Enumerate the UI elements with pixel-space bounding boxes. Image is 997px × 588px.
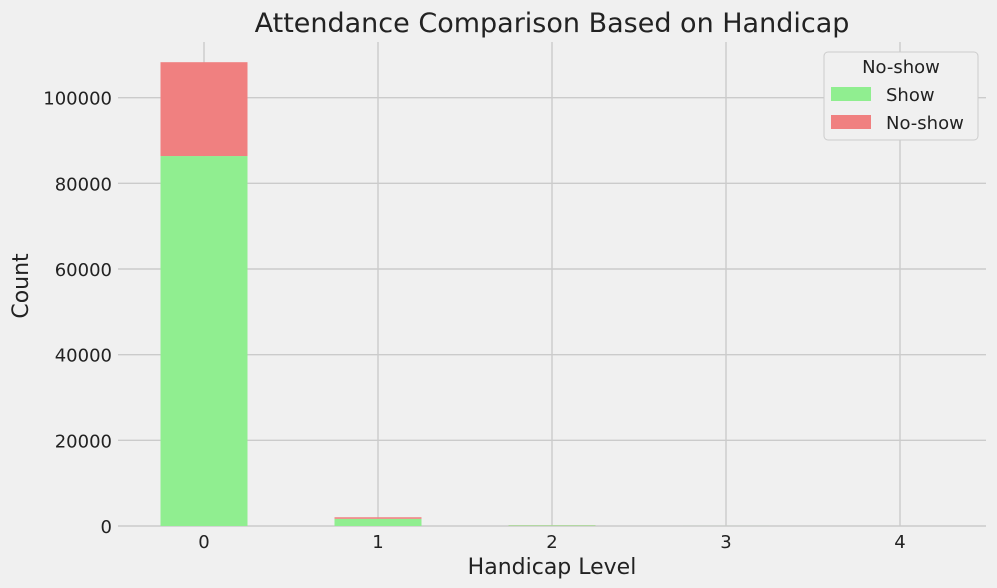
legend-label-show: Show bbox=[886, 85, 935, 106]
x-tick-label: 0 bbox=[198, 532, 209, 553]
x-tick-label: 4 bbox=[894, 532, 905, 553]
y-tick-label: 40000 bbox=[55, 346, 112, 367]
x-tick-label: 1 bbox=[372, 532, 383, 553]
y-tick-label: 60000 bbox=[55, 260, 112, 281]
x-tick-label: 3 bbox=[720, 532, 731, 553]
legend-label-no-show: No-show bbox=[886, 113, 964, 134]
legend-swatch-show bbox=[831, 87, 871, 101]
y-tick-label: 100000 bbox=[43, 89, 112, 110]
grid-layer bbox=[118, 42, 986, 527]
x-tick-label: 2 bbox=[546, 532, 557, 553]
bar-no-show-0 bbox=[160, 62, 248, 157]
legend: No-show Show No-show bbox=[823, 51, 979, 141]
bar-show-2 bbox=[508, 525, 596, 526]
bar-no-show-1 bbox=[334, 517, 422, 519]
chart-title: Attendance Comparison Based on Handicap bbox=[255, 8, 850, 39]
x-axis-label: Handicap Level bbox=[468, 555, 637, 580]
y-tick-label: 20000 bbox=[55, 431, 112, 452]
y-axis-label: Count bbox=[9, 253, 34, 319]
ticks-layer: 0 20000 40000 60000 80000 100000 0 1 2 3 4 bbox=[43, 89, 905, 553]
bar-show-0 bbox=[160, 156, 248, 526]
y-tick-label: 80000 bbox=[55, 174, 112, 195]
legend-swatch-no-show bbox=[831, 115, 871, 129]
bars-layer bbox=[160, 62, 944, 526]
legend-title: No-show bbox=[862, 57, 940, 78]
y-tick-label: 0 bbox=[101, 517, 112, 538]
bar-show-1 bbox=[334, 518, 422, 526]
